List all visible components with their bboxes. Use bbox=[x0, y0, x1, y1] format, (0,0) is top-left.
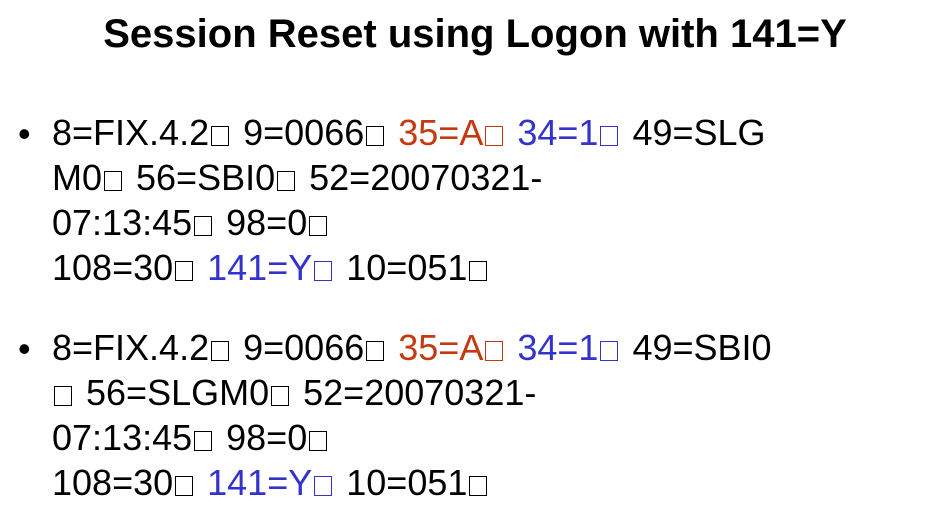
soh-delimiter-icon bbox=[469, 261, 488, 281]
fix-field: 49=SBI0 bbox=[622, 327, 772, 368]
soh-delimiter-icon bbox=[309, 216, 328, 236]
slide-title: Session Reset using Logon with 141=Y bbox=[103, 12, 847, 56]
fix-field: 07:13:45 bbox=[52, 202, 193, 243]
soh-delimiter-icon bbox=[366, 126, 385, 146]
message-line: M0 56=SBI0 52=20070321- bbox=[52, 155, 932, 200]
soh-delimiter-icon bbox=[175, 261, 194, 281]
soh-delimiter-icon bbox=[194, 431, 213, 451]
message-line: 8=FIX.4.2 9=0066 35=A 34=1 49=SBI0 bbox=[52, 325, 932, 370]
fix-field: 34=1 bbox=[507, 112, 599, 153]
bullet-1: • bbox=[18, 113, 31, 154]
soh-delimiter-icon bbox=[366, 341, 385, 361]
message-line: 07:13:45 98=0 bbox=[52, 200, 932, 245]
fix-field: 8=FIX.4.2 bbox=[52, 112, 210, 153]
fix-message-1: 8=FIX.4.2 9=0066 35=A 34=1 49=SLG M0 56=S… bbox=[52, 110, 932, 290]
fix-field: M0 bbox=[52, 157, 103, 198]
bullet-2: • bbox=[18, 328, 31, 369]
message-line: 108=30 141=Y 10=051 bbox=[52, 245, 932, 290]
soh-delimiter-icon bbox=[314, 261, 333, 281]
fix-field: 9=0066 bbox=[233, 112, 365, 153]
soh-delimiter-icon bbox=[485, 126, 504, 146]
soh-delimiter-icon bbox=[54, 386, 72, 406]
message-line: 108=30 141=Y 10=051 bbox=[52, 460, 932, 505]
fix-field: 98=0 bbox=[216, 202, 308, 243]
soh-delimiter-icon bbox=[600, 126, 619, 146]
fix-field: 35=A bbox=[388, 112, 484, 153]
fix-field: 49=SLG bbox=[622, 112, 766, 153]
fix-field: 141=Y bbox=[197, 247, 313, 288]
soh-delimiter-icon bbox=[211, 126, 230, 146]
soh-delimiter-icon bbox=[277, 171, 296, 191]
soh-delimiter-icon bbox=[309, 431, 328, 451]
fix-field: 108=30 bbox=[52, 247, 174, 288]
soh-delimiter-icon bbox=[600, 341, 619, 361]
fix-field: 10=051 bbox=[336, 247, 468, 288]
soh-delimiter-icon bbox=[211, 341, 230, 361]
fix-field: 35=A bbox=[388, 327, 484, 368]
soh-delimiter-icon bbox=[271, 386, 290, 406]
message-line: 07:13:45 98=0 bbox=[52, 415, 932, 460]
fix-field: 141=Y bbox=[197, 462, 313, 503]
fix-field: 108=30 bbox=[52, 462, 174, 503]
fix-field: 34=1 bbox=[507, 327, 599, 368]
fix-field: 52=20070321- bbox=[293, 372, 537, 413]
soh-delimiter-icon bbox=[194, 216, 213, 236]
soh-delimiter-icon bbox=[175, 476, 194, 496]
fix-field: 9=0066 bbox=[233, 327, 365, 368]
fix-field: 98=0 bbox=[216, 417, 308, 458]
fix-field: 56=SLGM0 bbox=[76, 372, 270, 413]
message-line: 8=FIX.4.2 9=0066 35=A 34=1 49=SLG bbox=[52, 110, 932, 155]
soh-delimiter-icon bbox=[485, 341, 504, 361]
soh-delimiter-icon bbox=[314, 476, 333, 496]
fix-field: 8=FIX.4.2 bbox=[52, 327, 210, 368]
soh-delimiter-icon bbox=[104, 171, 123, 191]
fix-message-2: 8=FIX.4.2 9=0066 35=A 34=1 49=SBI0 56=SL… bbox=[52, 325, 932, 505]
fix-field: 52=20070321- bbox=[299, 157, 543, 198]
fix-field: 56=SBI0 bbox=[126, 157, 276, 198]
fix-field: 07:13:45 bbox=[52, 417, 193, 458]
message-line: 56=SLGM0 52=20070321- bbox=[52, 370, 932, 415]
soh-delimiter-icon bbox=[469, 476, 488, 496]
fix-field: 10=051 bbox=[336, 462, 468, 503]
